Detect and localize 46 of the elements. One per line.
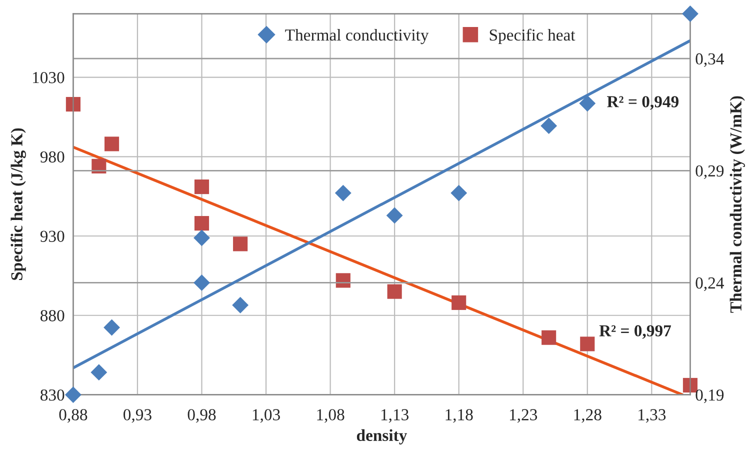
y-axis-title: Specific heat (J/kg K) xyxy=(10,128,26,280)
point xyxy=(194,216,210,231)
y2-tick-label: 0,34 xyxy=(696,53,724,67)
y2-axis-title: Thermal conductivity (W/mK) xyxy=(730,96,745,313)
y2-tick-label: 0,24 xyxy=(696,277,724,292)
legend-label: Thermal conductivity xyxy=(285,28,429,44)
point xyxy=(233,236,248,252)
y-tick-label: 830 xyxy=(40,389,64,401)
point xyxy=(452,295,466,310)
point xyxy=(104,319,120,336)
point xyxy=(90,364,108,381)
y2-tick-label: 0,29 xyxy=(696,165,724,179)
x-tick-label: 0,93 xyxy=(124,409,152,423)
x-tick-label: 1,23 xyxy=(510,409,538,423)
point xyxy=(542,330,556,345)
x-tick-label: 1,18 xyxy=(446,409,473,423)
x-tick-label: 1,28 xyxy=(574,409,602,423)
point xyxy=(579,95,596,112)
point xyxy=(194,180,210,194)
point xyxy=(540,118,558,134)
y-tick-label: 930 xyxy=(40,230,64,242)
x-axis-title: density xyxy=(356,429,408,444)
x-tick-label: 0,98 xyxy=(188,409,216,423)
point xyxy=(194,230,210,246)
point xyxy=(232,296,249,314)
legend-label: Specific heat xyxy=(490,28,576,44)
point xyxy=(334,184,352,202)
point xyxy=(104,136,120,152)
point xyxy=(194,274,210,291)
x-tick-label: 0,88 xyxy=(59,409,88,423)
annotation: R² = 0,997 xyxy=(599,325,671,339)
point xyxy=(450,184,468,202)
y-tick-label: 880 xyxy=(40,310,64,322)
point xyxy=(386,207,403,224)
y-tick-label: 1030 xyxy=(33,72,64,84)
x-tick-label: 1,13 xyxy=(381,409,409,423)
x-tick-label: 1,08 xyxy=(317,409,344,423)
annotation: R² = 0,949 xyxy=(607,96,679,110)
y2-tick-label: 0,19 xyxy=(696,389,724,404)
point xyxy=(580,336,595,352)
point xyxy=(387,284,402,299)
x-tick-label: 1,33 xyxy=(638,409,666,423)
x-tick-label: 1,03 xyxy=(252,409,280,423)
point xyxy=(64,386,82,403)
y-tick-label: 980 xyxy=(40,151,64,163)
point xyxy=(682,6,698,22)
